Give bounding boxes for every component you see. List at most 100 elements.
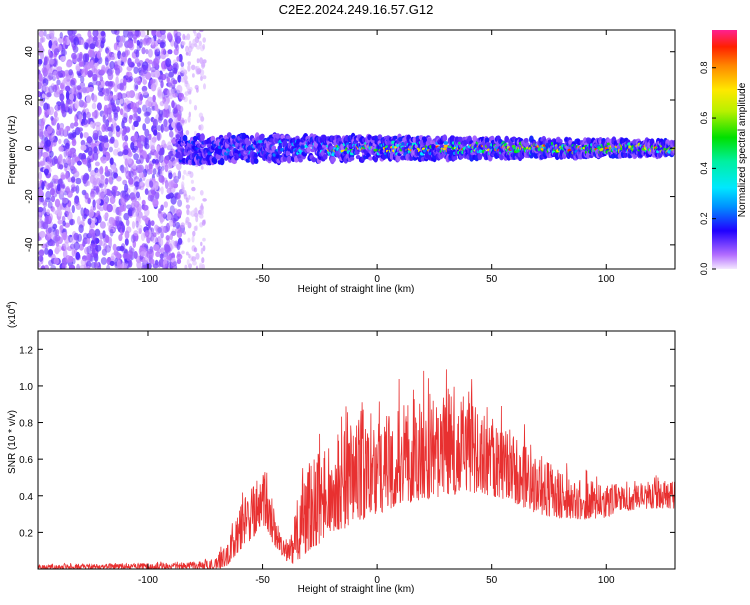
x-tick-label: 50 xyxy=(486,274,498,285)
heatmap-cell xyxy=(144,128,150,137)
heatmap-cell xyxy=(149,180,154,188)
heatmap-cell xyxy=(88,36,93,42)
heatmap-cell xyxy=(39,45,44,54)
heatmap-cell xyxy=(138,228,142,234)
heatmap-cell xyxy=(192,135,198,141)
heatmap-cell xyxy=(285,150,291,155)
svg-text:(x104): (x104) xyxy=(6,301,18,328)
heatmap-cell xyxy=(128,177,134,185)
heatmap-cell xyxy=(76,85,82,91)
heatmap-cell xyxy=(148,59,153,65)
spectrogram-x-axis-label: Height of straight line (km) xyxy=(298,284,415,295)
heatmap-cell xyxy=(164,263,169,269)
heatmap-cell xyxy=(110,123,114,133)
heatmap-cell xyxy=(78,224,84,234)
heatmap-cell xyxy=(95,238,100,244)
heatmap-cell xyxy=(141,85,148,92)
heatmap-cell xyxy=(154,159,160,164)
heatmap-cell xyxy=(202,75,207,80)
heatmap-cell xyxy=(133,37,137,44)
heatmap-cell xyxy=(76,160,82,166)
heatmap-cell xyxy=(141,264,147,269)
heatmap-cell xyxy=(69,152,75,158)
heatmap-cell xyxy=(53,155,58,165)
heatmap-cell xyxy=(54,198,61,208)
heatmap-cell xyxy=(443,141,449,145)
heatmap-cell xyxy=(349,156,355,161)
heatmap-cell xyxy=(176,242,181,251)
heatmap-cell xyxy=(38,180,41,188)
heatmap-cell xyxy=(183,169,187,175)
heatmap-cell xyxy=(68,108,73,114)
heatmap-cell xyxy=(199,57,204,64)
heatmap-cell xyxy=(524,142,530,147)
heatmap-cell xyxy=(92,73,98,82)
x-tick-label: 100 xyxy=(598,575,615,586)
heatmap-cell xyxy=(44,215,49,225)
heatmap-cell xyxy=(109,157,114,165)
heatmap-cell xyxy=(50,195,56,203)
heatmap-cell xyxy=(161,47,166,55)
x-tick-label: -100 xyxy=(138,274,158,285)
heatmap-cell xyxy=(132,113,139,121)
heatmap-cell xyxy=(79,220,85,226)
heatmap-cell xyxy=(136,203,142,213)
heatmap-cell xyxy=(322,154,328,160)
heatmap-cell xyxy=(130,234,136,243)
heatmap-cell xyxy=(102,146,107,155)
heatmap-cell xyxy=(52,174,59,182)
heatmap-cell xyxy=(193,213,199,217)
heatmap-cell xyxy=(189,99,192,105)
heatmap-cell xyxy=(118,234,123,242)
heatmap-cell xyxy=(43,102,49,111)
heatmap-cell xyxy=(88,228,96,237)
heatmap-cell xyxy=(38,69,41,75)
heatmap-cell xyxy=(119,35,123,43)
heatmap-cell xyxy=(150,258,155,265)
heatmap-cell xyxy=(82,159,88,165)
heatmap-cell xyxy=(58,138,62,145)
heatmap-cell xyxy=(164,244,171,253)
heatmap-cell xyxy=(176,84,183,94)
heatmap-cell xyxy=(177,170,182,180)
heatmap-cell xyxy=(169,154,175,162)
heatmap-cell xyxy=(38,221,42,229)
heatmap-cell xyxy=(142,123,147,131)
heatmap-cell xyxy=(87,197,91,205)
heatmap-cell xyxy=(42,78,49,87)
heatmap-cell xyxy=(168,71,175,78)
heatmap-cell xyxy=(188,211,192,216)
heatmap-cell xyxy=(107,81,113,87)
heatmap-cell xyxy=(150,37,155,46)
heatmap-cell xyxy=(185,52,189,56)
heatmap-cell xyxy=(147,219,151,229)
heatmap-cell xyxy=(168,111,175,119)
heatmap-cell xyxy=(126,127,130,133)
heatmap-cell xyxy=(80,139,86,147)
heatmap-cell xyxy=(106,203,113,213)
heatmap-cell xyxy=(176,56,180,62)
heatmap-cell xyxy=(180,119,185,124)
heatmap-cell xyxy=(142,90,149,96)
heatmap-cell xyxy=(88,209,95,218)
heatmap-cell xyxy=(187,88,192,94)
heatmap-cell xyxy=(65,171,69,180)
heatmap-cell xyxy=(93,261,98,269)
heatmap-cell xyxy=(130,102,137,110)
heatmap-cell xyxy=(306,147,312,153)
heatmap-cell xyxy=(136,215,141,223)
y-tick-label: 0.2 xyxy=(19,528,33,539)
heatmap-cell xyxy=(38,145,42,153)
heatmap-cell xyxy=(42,114,47,123)
heatmap-cell xyxy=(125,219,130,227)
heatmap-cell xyxy=(70,122,75,129)
heatmap-cell xyxy=(253,158,259,165)
heatmap-cell xyxy=(175,221,181,229)
heatmap-cell xyxy=(193,208,198,214)
heatmap-cell xyxy=(113,139,119,149)
heatmap-cell xyxy=(96,50,101,59)
heatmap-cell xyxy=(118,205,125,212)
heatmap-cell xyxy=(77,233,82,242)
heatmap-cell xyxy=(109,61,115,70)
heatmap-cell xyxy=(93,146,98,154)
